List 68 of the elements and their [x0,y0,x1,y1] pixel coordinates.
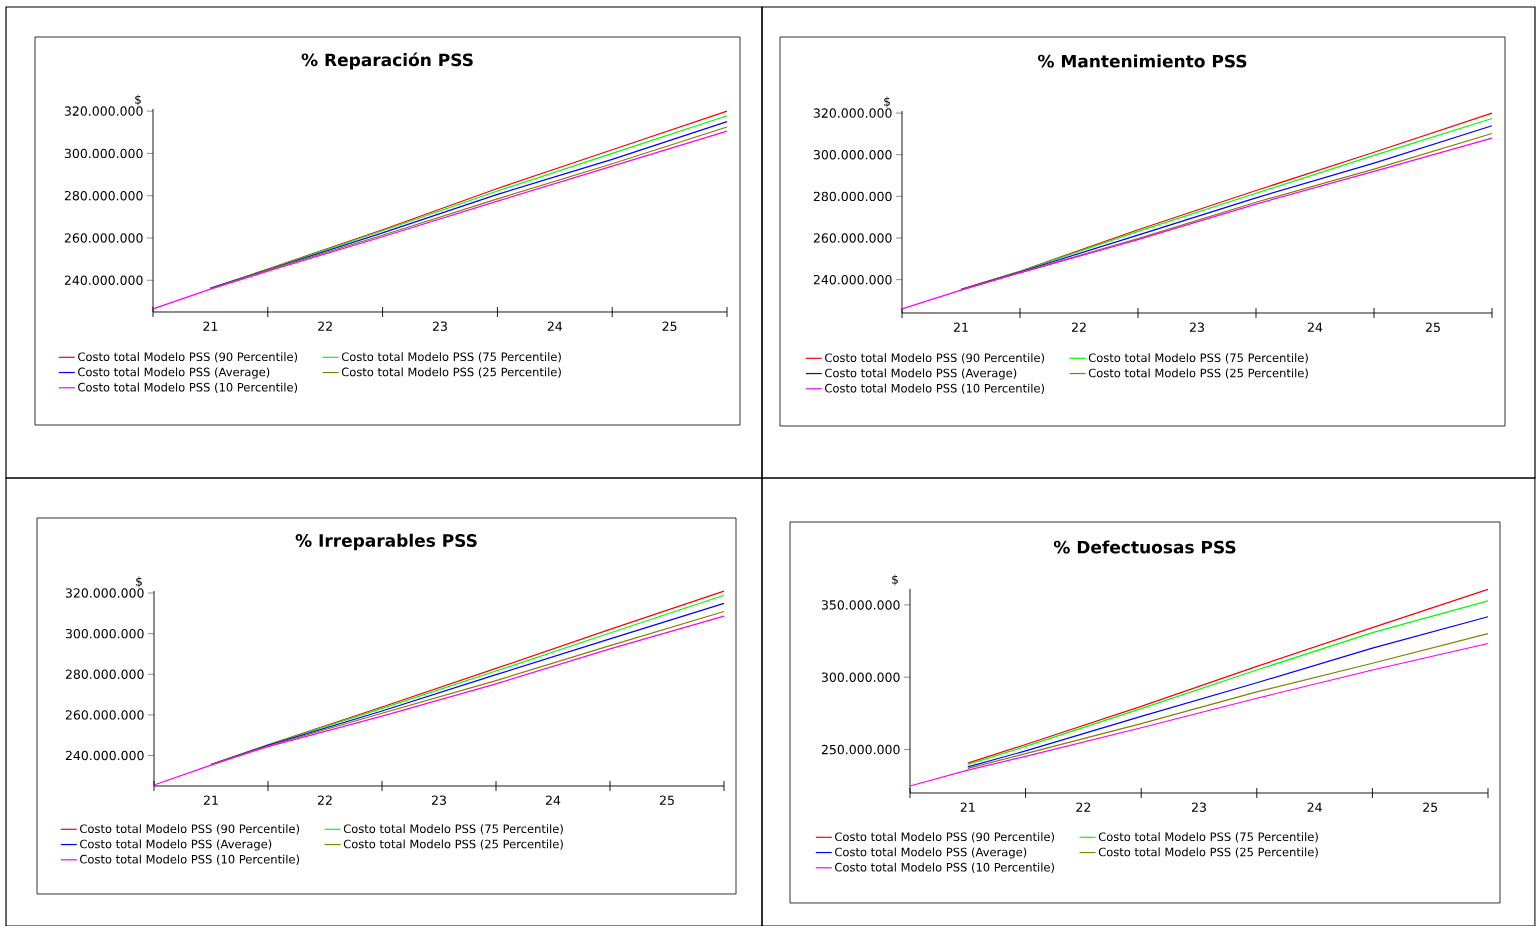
legend-label: Costo total Modelo PSS (90 Percentile) [835,832,1055,843]
legend-label: Costo total Modelo PSS (25 Percentile) [1088,368,1308,379]
y-tick-label: 320.000.000 [65,588,144,598]
legend-label: Costo total Modelo PSS (75 Percentile) [1098,832,1318,843]
legend-label: Costo total Modelo PSS (90 Percentile) [78,352,298,363]
legend-label: Costo total Modelo PSS (90 Percentile) [825,353,1045,364]
y-tick-label: 240.000.000 [813,274,892,285]
y-tick-label: 280.000.000 [64,190,143,201]
y-axis-title: $ [884,96,890,108]
y-tick-label: 260.000.000 [813,233,892,243]
chart-title: % Irreparables PSS [295,533,477,551]
y-tick-label: 320.000.000 [64,106,143,116]
legend-label: Costo total Modelo PSS (75 Percentile) [341,352,561,363]
x-tick-label: 22 [1076,802,1091,812]
x-tick-label: 23 [431,795,446,805]
x-tick-label: 25 [1423,802,1438,812]
x-tick-label: 24 [1307,802,1322,812]
legend-label: Costo total Modelo PSS (Average) [78,367,270,379]
x-tick-label: 21 [960,802,975,812]
y-tick-label: 300.000.000 [821,672,900,682]
x-tick-label: 25 [662,321,677,331]
legend-label: Costo total Modelo PSS (75 Percentile) [343,824,563,835]
x-tick-label: 22 [317,795,332,805]
y-tick-label: 240.000.000 [64,275,143,285]
y-tick-label: 320.000.000 [813,108,892,118]
y-tick-label: 300.000.000 [64,148,143,159]
chart-title: % Reparación PSS [301,52,473,70]
y-tick-label: 260.000.000 [65,710,144,720]
x-tick-label: 24 [547,321,563,331]
y-tick-label: 350.000.000 [821,600,900,610]
chart-title: % Defectuosas PSS [1053,540,1236,554]
y-tick-label: 260.000.000 [64,233,143,243]
x-tick-label: 25 [659,795,674,805]
x-tick-label: 22 [318,321,332,331]
legend-label: Costo total Modelo PSS (10 Percentile) [78,382,298,393]
legend-label: Costo total Modelo PSS (90 Percentile) [80,824,300,835]
x-tick-label: 22 [1071,322,1086,332]
legend-label: Costo total Modelo PSS (75 Percentile) [1088,353,1308,364]
x-tick-label: 23 [1189,322,1204,332]
x-tick-label: 23 [432,321,447,331]
y-axis-title: $ [136,576,142,588]
x-tick-label: 24 [545,795,561,805]
legend-label: Costo total Modelo PSS (Average) [80,839,272,851]
legend-label: Costo total Modelo PSS (10 Percentile) [80,854,300,865]
legend-label: Costo total Modelo PSS (10 Percentile) [825,383,1045,394]
x-tick-label: 21 [203,321,218,331]
y-tick-label: 250.000.000 [821,744,900,755]
x-tick-label: 24 [1307,322,1323,332]
legend-label: Costo total Modelo PSS (25 Percentile) [1098,847,1318,858]
x-tick-label: 23 [1191,802,1206,812]
y-tick-label: 280.000.000 [813,191,892,202]
y-axis-title: $ [892,574,898,586]
legend-label: Costo total Modelo PSS (Average) [825,368,1017,380]
legend-label: Costo total Modelo PSS (25 Percentile) [341,367,561,378]
y-axis-title: $ [135,94,141,106]
x-tick-label: 21 [953,322,968,332]
legend-label: Costo total Modelo PSS (10 Percentile) [835,862,1055,873]
y-tick-label: 300.000.000 [65,628,144,639]
chart-title: % Mantenimiento PSS [1038,54,1247,68]
x-tick-label: 21 [203,795,218,805]
legend-label: Costo total Modelo PSS (25 Percentile) [343,839,563,850]
y-tick-label: 240.000.000 [65,750,144,761]
line-series [901,137,1493,310]
line-series [909,642,1489,787]
legend-label: Costo total Modelo PSS (Average) [835,847,1027,859]
x-tick-label: 25 [1425,322,1440,332]
y-tick-label: 280.000.000 [65,669,144,679]
y-tick-label: 300.000.000 [813,149,892,160]
